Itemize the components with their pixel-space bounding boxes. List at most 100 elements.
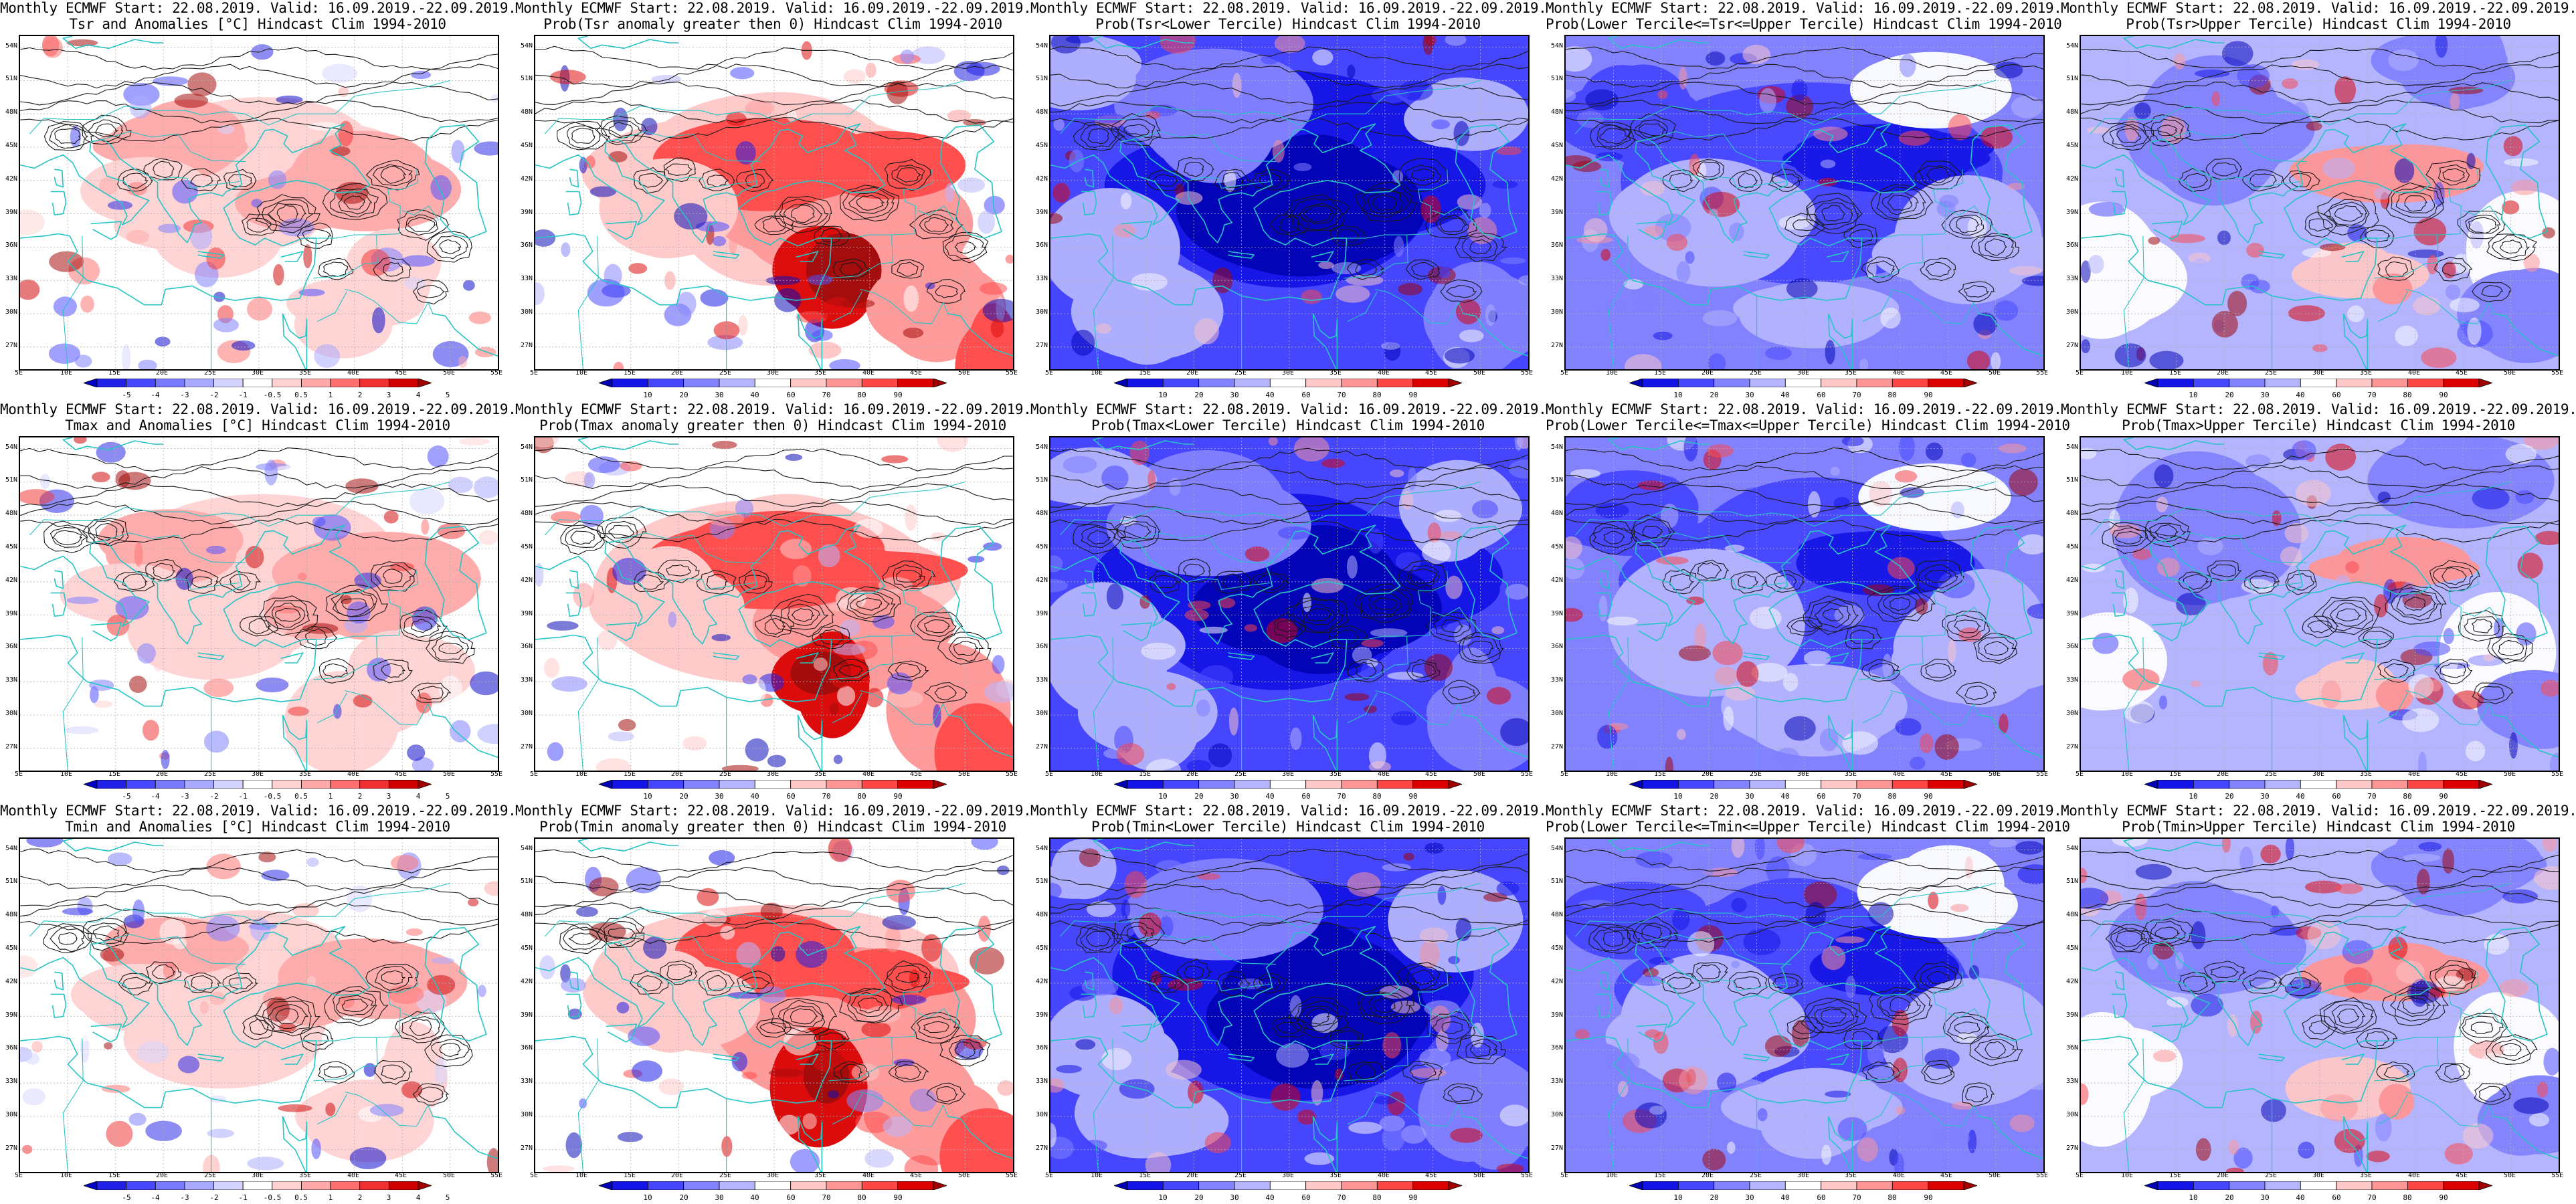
field-shade-cell <box>206 915 240 942</box>
contour-line <box>365 963 419 993</box>
contour-line <box>1305 608 1331 621</box>
longitude-label: 25E <box>719 1172 732 1179</box>
coastline <box>1636 221 1668 240</box>
contour-line <box>1918 165 1958 186</box>
field-shade-cell <box>2134 102 2151 119</box>
longitude-label: 15E <box>1138 771 1152 778</box>
contour-line <box>1958 281 1995 302</box>
contour-line <box>248 618 272 635</box>
coastline <box>2081 926 2431 1108</box>
longitude-label: 55E <box>490 771 503 778</box>
coastlines <box>535 36 1013 369</box>
colorbar-extend-low <box>84 379 98 387</box>
colorbar-tick-label: 30 <box>1745 391 1754 399</box>
field-shade-cell <box>711 633 731 641</box>
field-shade-cell <box>1237 54 1261 74</box>
contour-line <box>848 191 889 214</box>
coastline <box>939 124 1002 239</box>
contour-line <box>153 563 176 579</box>
contour-line <box>1176 959 1212 984</box>
contour-line <box>570 530 595 545</box>
latitude-label: 27N <box>520 743 533 750</box>
contour-line <box>259 595 318 636</box>
contour-line <box>1257 573 1285 591</box>
field-shade-cell <box>1803 650 1831 666</box>
field-shade-cell <box>1862 584 1894 597</box>
field-shade-cell <box>2408 674 2434 699</box>
field-shade-cell <box>177 1056 200 1074</box>
field-shade-cell <box>1508 460 1528 479</box>
contour-line <box>779 198 829 228</box>
latitude-label: 54N <box>5 845 17 852</box>
field-shade-cell <box>2111 906 2306 989</box>
field-shade-cell <box>539 955 555 980</box>
latitude-label: 54N <box>1550 845 1563 852</box>
contour-line <box>20 500 498 526</box>
colorbar-swatch <box>754 379 792 387</box>
field-shade-cell <box>1311 1013 1339 1033</box>
field-shade-cell <box>137 643 156 664</box>
field-shade-cell <box>20 209 45 235</box>
latitude-label: 33N <box>5 275 17 282</box>
contour-line <box>857 997 883 1013</box>
colorbar-swatch <box>647 379 684 387</box>
field-shade-cell <box>544 658 559 678</box>
contour-line <box>770 998 838 1035</box>
field-shade-cell <box>1566 488 1699 549</box>
colorbar-tick-label: 4 <box>416 391 421 399</box>
field-shade-cell <box>2227 290 2247 316</box>
contour-line <box>1964 284 1989 298</box>
longitude-label: 5E <box>2075 771 2084 778</box>
field-shade-cell <box>1422 540 1451 565</box>
contour-line <box>20 47 498 70</box>
field-shade-cell <box>1576 110 1604 128</box>
field-shade-cell <box>1606 1051 1640 1073</box>
coastline <box>1826 1054 1849 1065</box>
contour-line <box>1926 167 1951 183</box>
colorbar-tick-label: -3 <box>180 1193 189 1202</box>
colorbar-swatch <box>1749 379 1786 387</box>
field-shade-cell <box>2284 522 2308 544</box>
field-shade-cell <box>458 356 468 368</box>
colorbar-swatch <box>2407 780 2444 789</box>
contour-line <box>1970 233 2019 262</box>
field-shade-cell <box>990 318 1004 338</box>
country-border <box>316 1094 347 1125</box>
colorbar-swatch <box>2157 780 2194 789</box>
colorbar-tick-label: -1 <box>238 391 248 399</box>
colorbar-swatch <box>1376 379 1413 387</box>
longitude-label: 45E <box>909 1172 923 1179</box>
longitude-label: 40E <box>1377 771 1390 778</box>
contour-line <box>2365 229 2391 243</box>
latitude-label: 45N <box>520 543 533 550</box>
country-border <box>317 169 418 239</box>
colorbar <box>599 1181 947 1190</box>
contour-line <box>323 663 349 678</box>
field-shade-cell <box>96 441 126 463</box>
latitude-label: 39N <box>520 610 533 617</box>
colorbar-tick-label: 90 <box>1408 792 1418 801</box>
field-shade-cell <box>707 334 743 350</box>
contour-line <box>373 257 411 282</box>
colorbar-swatch <box>2193 379 2230 387</box>
coastline <box>947 1116 1013 1159</box>
colorbar-tick-label: 90 <box>2439 1193 2448 1202</box>
coastlines <box>1050 839 1528 1172</box>
coastline <box>424 124 487 239</box>
country-border <box>1132 934 1277 965</box>
field-shade-cell <box>450 720 471 742</box>
colorbar-swatch <box>272 1181 302 1190</box>
latitude-label: 27N <box>1550 1144 1563 1152</box>
colorbar-swatch <box>1714 379 1750 387</box>
contour-line <box>20 902 498 926</box>
country-border <box>1863 169 1964 239</box>
field-shade-cell <box>2233 1147 2253 1169</box>
latitude-label: 54N <box>1550 42 1563 49</box>
contour-line <box>1868 987 1933 1025</box>
contour-line <box>2471 618 2493 633</box>
field-shade-cell <box>1894 845 2005 924</box>
contour-line <box>20 848 498 874</box>
field-shade-cell <box>1265 109 1293 130</box>
field-shade-cell <box>1401 1125 1427 1144</box>
longitude-label: 20E <box>670 1172 684 1179</box>
